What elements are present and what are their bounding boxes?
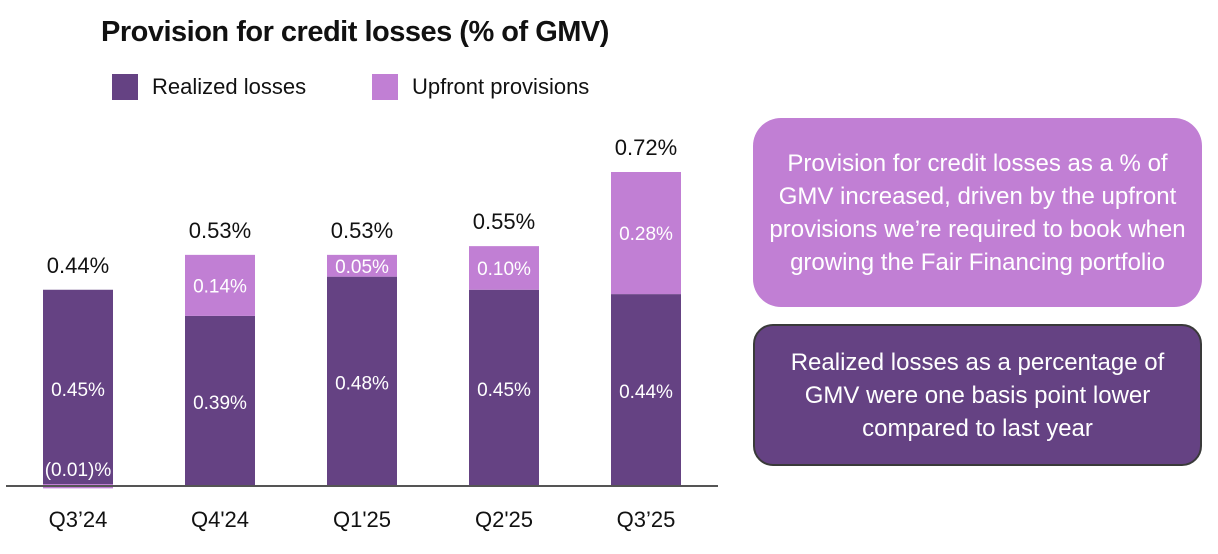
label-realized-3: 0.48% (335, 373, 389, 394)
callout-provision-increase: Provision for credit losses as a % of GM… (753, 118, 1202, 307)
legend-swatch-realized (112, 74, 138, 100)
label-realized-1: 0.45% (51, 380, 105, 401)
label-realized-2: 0.39% (193, 393, 247, 414)
label-realized-4: 0.45% (477, 380, 531, 401)
label-total-2: 0.53% (189, 218, 251, 243)
callout-top-text: Provision for credit losses as a % of GM… (769, 149, 1186, 276)
bar-upfront-3 (327, 254, 397, 277)
label-total-3: 0.53% (331, 218, 393, 243)
x-tick-label-3: Q1'25 (333, 507, 391, 532)
callout-bottom-text: Realized losses as a percentage of GMV w… (790, 348, 1165, 442)
bar-realized-4 (469, 289, 539, 486)
stacked-bar-chart: 0.45% (0.01)% 0.44% Q3’24 0.39% 0.14% 0.53% Q4'… (6, 135, 718, 532)
label-total-4: 0.55% (473, 209, 535, 234)
bar-upfront-5 (611, 172, 681, 295)
label-realized-5: 0.44% (619, 382, 673, 403)
label-total-5: 0.72% (615, 135, 677, 160)
bar-realized-2 (185, 315, 255, 486)
label-upfront-1: (0.01)% (45, 460, 112, 481)
legend-item-realized-losses: Realized losses (112, 74, 306, 100)
legend-label-upfront: Upfront provisions (412, 74, 590, 99)
bar-realized-3 (327, 276, 397, 486)
x-tick-label-4: Q2'25 (475, 507, 533, 532)
legend-item-upfront-provisions: Upfront provisions (372, 74, 589, 100)
x-tick-label-5: Q3’25 (617, 507, 676, 532)
callout-realized-losses: Realized losses as a percentage of GMV w… (753, 324, 1202, 466)
legend-swatch-upfront (372, 74, 398, 100)
label-upfront-2: 0.14% (193, 276, 247, 297)
x-tick-label-2: Q4'24 (191, 507, 249, 532)
label-upfront-4: 0.10% (477, 259, 531, 280)
legend-label-realized: Realized losses (152, 74, 307, 99)
label-upfront-5: 0.28% (619, 224, 673, 245)
bar-upfront-4 (469, 246, 539, 290)
label-upfront-3: 0.05% (335, 257, 389, 278)
label-total-1: 0.44% (47, 253, 109, 278)
bar-realized-1 (43, 289, 113, 486)
x-tick-label-1: Q3’24 (49, 507, 108, 532)
bar-realized-5 (611, 294, 681, 486)
chart-title: Provision for credit losses (% of GMV) (101, 16, 609, 48)
bar-upfront-2 (185, 254, 255, 316)
